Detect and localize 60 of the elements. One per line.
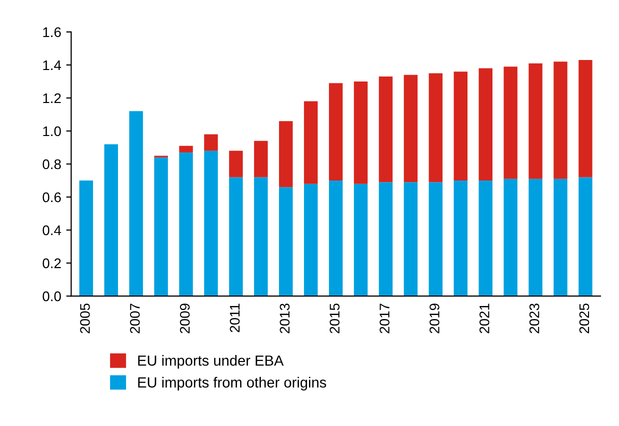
bar xyxy=(129,111,143,296)
bar xyxy=(428,73,443,182)
x-tick-label: 2011 xyxy=(230,304,240,332)
x-tick-label: 2007 xyxy=(130,304,140,334)
x-tick-label: 2009 xyxy=(180,304,190,334)
bar xyxy=(179,146,193,152)
bar xyxy=(304,184,318,296)
bar xyxy=(578,177,592,296)
bar xyxy=(504,66,518,179)
bar xyxy=(304,101,318,184)
bar xyxy=(554,178,568,296)
bar xyxy=(404,74,418,182)
bar xyxy=(454,180,468,296)
bar xyxy=(354,184,368,296)
y-tick-label: 0.8 xyxy=(42,159,61,170)
x-tick-label: 2005 xyxy=(80,304,90,334)
legend-label: EU imports under EBA xyxy=(138,355,284,369)
bar xyxy=(504,178,518,296)
bar xyxy=(378,182,393,296)
bar xyxy=(354,81,368,184)
y-tick-label: 1.6 xyxy=(43,27,61,38)
x-tick-label: 2015 xyxy=(330,304,340,334)
bar xyxy=(229,150,243,178)
y-tick-label: 1.4 xyxy=(43,60,62,70)
bar xyxy=(179,152,193,296)
bar xyxy=(528,178,542,296)
x-tick-label: 2013 xyxy=(280,304,290,334)
x-tick-label: 2017 xyxy=(380,304,390,334)
bar xyxy=(204,150,218,296)
bar xyxy=(454,72,468,181)
bar xyxy=(254,140,268,178)
bar xyxy=(428,182,443,296)
x-tick-label: 2025 xyxy=(579,304,590,334)
bar xyxy=(204,134,218,151)
bar xyxy=(378,76,393,182)
y-tick-label: 0.0 xyxy=(42,291,61,302)
y-tick-label: 0.2 xyxy=(42,258,61,268)
bar xyxy=(328,180,343,296)
bar xyxy=(254,177,268,296)
x-tick-label: 2019 xyxy=(430,304,440,334)
bar xyxy=(478,180,492,296)
bar xyxy=(279,121,293,188)
bar xyxy=(528,63,542,179)
y-tick-label: 1.0 xyxy=(43,126,61,136)
bar xyxy=(478,68,492,181)
bar xyxy=(104,144,118,296)
bar xyxy=(554,62,568,179)
bar xyxy=(229,177,243,296)
bar xyxy=(279,187,293,296)
bar xyxy=(79,180,94,296)
bar xyxy=(404,182,418,296)
x-tick-label: 2023 xyxy=(529,304,540,334)
bar xyxy=(578,60,592,178)
bar xyxy=(328,83,343,181)
x-tick-label: 2021 xyxy=(479,304,490,334)
legend-label: EU imports from other origins xyxy=(138,376,326,390)
bar xyxy=(154,157,168,296)
y-tick-label: 0.6 xyxy=(42,192,61,202)
y-tick-label: 0.4 xyxy=(42,225,62,236)
y-tick-label: 1.2 xyxy=(43,93,61,104)
